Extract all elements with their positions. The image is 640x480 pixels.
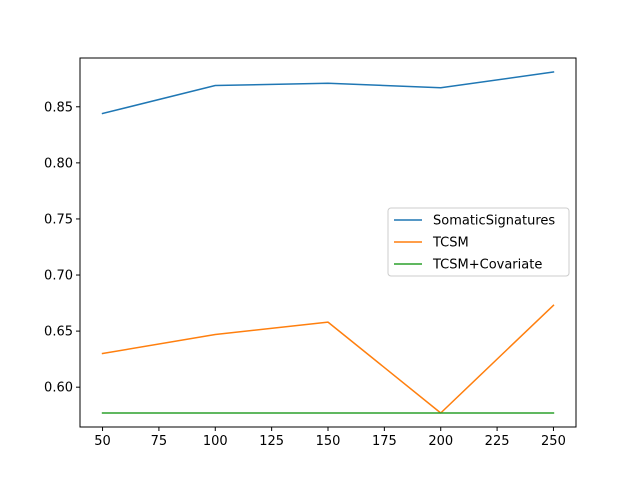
y-tick-label: 0.60 bbox=[44, 381, 73, 396]
x-tick-label: 250 bbox=[541, 434, 566, 449]
y-tick-label: 0.70 bbox=[44, 269, 73, 284]
x-tick-label: 50 bbox=[94, 434, 111, 449]
x-tick-label: 225 bbox=[485, 434, 510, 449]
y-axis: 0.60 0.65 0.70 0.75 0.80 0.85 bbox=[44, 100, 80, 396]
series-line-0 bbox=[101, 71, 555, 115]
x-tick-label: 150 bbox=[316, 434, 341, 449]
legend-label: TCSM+Covariate bbox=[432, 258, 542, 273]
x-tick-label: 75 bbox=[151, 434, 168, 449]
y-tick-label: 0.75 bbox=[44, 212, 73, 227]
y-tick-label: 0.65 bbox=[44, 325, 73, 340]
legend-label: SomaticSignatures bbox=[433, 214, 555, 229]
legend-label: TCSM bbox=[432, 236, 469, 251]
y-tick-label: 0.80 bbox=[44, 156, 73, 171]
x-tick-label: 125 bbox=[259, 434, 284, 449]
y-tick-label: 0.85 bbox=[44, 100, 73, 115]
legend: SomaticSignatures TCSM TCSM+Covariate bbox=[387, 207, 570, 277]
x-tick-label: 175 bbox=[372, 434, 397, 449]
series-line-1 bbox=[101, 304, 555, 414]
x-axis: 50 75 100 125 150 175 200 225 250 bbox=[94, 427, 566, 449]
legend-box bbox=[387, 207, 570, 277]
series-layer bbox=[101, 71, 555, 414]
x-tick-label: 100 bbox=[203, 434, 228, 449]
x-tick-label: 200 bbox=[428, 434, 453, 449]
